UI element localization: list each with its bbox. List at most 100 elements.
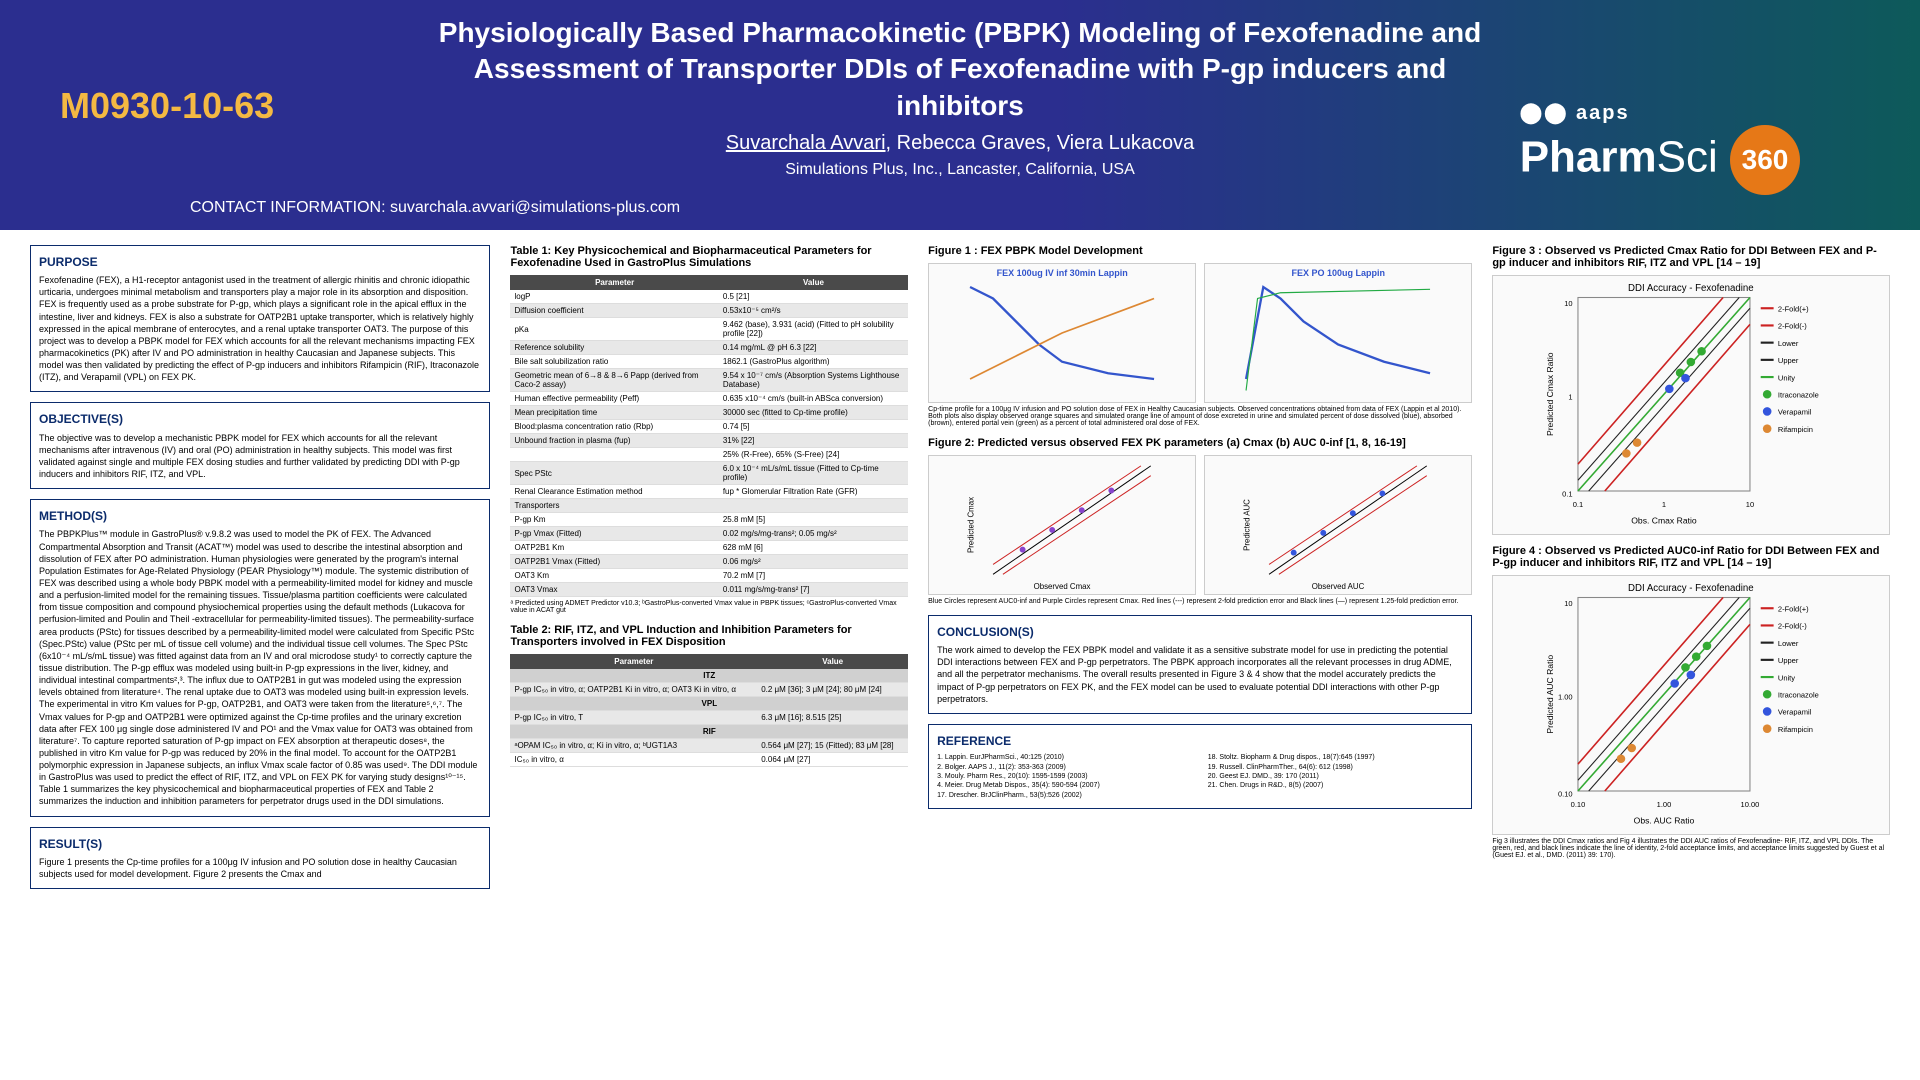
reference-section: REFERENCE 1. Lappin. EurJPharmSci., 40:1… (928, 724, 1472, 809)
svg-text:Itraconazole: Itraconazole (1778, 690, 1819, 699)
svg-text:Observed Cmax: Observed Cmax (1034, 582, 1091, 591)
table-cell: 0.06 mg/s² (719, 555, 908, 569)
table-cell: 0.064 μM [27] (757, 753, 908, 767)
ref-item: 21. Chen. Drugs in R&D., 8(5) (2007) (1208, 781, 1464, 790)
results-section: RESULT(S) Figure 1 presents the Cp-time … (30, 827, 490, 889)
purpose-text: Fexofenadine (FEX), a H1-receptor antago… (39, 274, 481, 383)
table-cell: 9.462 (base), 3.931 (acid) (Fitted to pH… (719, 318, 908, 341)
fig1-caption: Figure 1 : FEX PBPK Model Development (928, 245, 1472, 257)
table-cell: ᵃOPAM IC₅₀ in vitro, α; Ki in vitro, α; … (510, 739, 757, 753)
svg-text:Predicted Cmax: Predicted Cmax (966, 497, 975, 553)
table-section: VPL (510, 697, 908, 711)
table-cell: 0.02 mg/s/mg-trans²; 0.05 mg/s² (719, 527, 908, 541)
table-cell: Bile salt solubilization ratio (510, 355, 718, 369)
objective-heading: OBJECTIVE(S) (39, 411, 481, 427)
fig2-footnote: Blue Circles represent AUC0-inf and Purp… (928, 598, 1472, 605)
table-cell: 31% [22] (719, 434, 908, 448)
svg-text:Unity: Unity (1778, 373, 1795, 382)
methods-text: The PBPKPlus™ module in GastroPlus® v.9.… (39, 528, 481, 807)
fig1-block: Figure 1 : FEX PBPK Model Development FE… (928, 245, 1472, 427)
ref-item: 19. Russell. ClinPharmTher., 64(6): 612 … (1208, 763, 1464, 772)
fig1-footnote: Cp-time profile for a 100μg IV infusion … (928, 406, 1472, 427)
table-cell: 1862.1 (GastroPlus algorithm) (719, 355, 908, 369)
content-area: PURPOSE Fexofenadine (FEX), a H1-recepto… (0, 230, 1920, 1080)
table-cell: 0.564 μM [27]; 15 (Fitted); 83 μM [28] (757, 739, 908, 753)
column-3: Figure 1 : FEX PBPK Model Development FE… (928, 245, 1472, 1065)
svg-text:Lower: Lower (1778, 639, 1799, 648)
table-cell: 25% (R-Free), 65% (S-Free) [24] (719, 448, 908, 462)
table-cell: pKa (510, 318, 718, 341)
column-1: PURPOSE Fexofenadine (FEX), a H1-recepto… (30, 245, 490, 1065)
conclusion-text: The work aimed to develop the FEX PBPK m… (937, 644, 1463, 705)
ref-item: 20. Geest EJ. DMD., 39: 170 (2011) (1208, 772, 1464, 781)
table-cell: Human effective permeability (Peff) (510, 392, 718, 406)
poster-header: Physiologically Based Pharmacokinetic (P… (0, 0, 1920, 230)
svg-text:10: 10 (1565, 599, 1573, 608)
table1-h1: Value (719, 275, 908, 290)
table2-h1: Value (757, 654, 908, 669)
table-cell (510, 448, 718, 462)
ref-item: 1. Lappin. EurJPharmSci., 40:125 (2010) (937, 753, 1193, 762)
fig2-block: Figure 2: Predicted versus observed FEX … (928, 437, 1472, 605)
table-cell: 0.2 μM [36]; 3 μM [24]; 80 μM [24] (757, 683, 908, 697)
fig4-footnote: Fig 3 illustrates the DDI Cmax ratios an… (1492, 838, 1890, 859)
table-cell: Geometric mean of 6→8 & 8→6 Papp (derive… (510, 369, 718, 392)
fig4-chart: DDI Accuracy - Fexofenadine 0.101.0010 0… (1492, 575, 1890, 835)
table-cell: OATP2B1 Vmax (Fitted) (510, 555, 718, 569)
poster-id: M0930-10-63 (60, 85, 274, 127)
table-cell: OAT3 Vmax (510, 583, 718, 597)
table-cell: 0.011 mg/s/mg-trans² [7] (719, 583, 908, 597)
svg-text:Predicted AUC: Predicted AUC (1243, 499, 1252, 551)
table-cell: Spec PStc (510, 462, 718, 485)
svg-text:Predicted Cmax Ratio: Predicted Cmax Ratio (1546, 352, 1556, 436)
objective-section: OBJECTIVE(S) The objective was to develo… (30, 402, 490, 489)
table1-h0: Parameter (510, 275, 718, 290)
svg-text:10: 10 (1746, 500, 1754, 509)
table1: ParameterValue logP0.5 [21]Diffusion coe… (510, 275, 908, 597)
table-cell: 0.53x10⁻⁵ cm²/s (719, 304, 908, 318)
table-section: RIF (510, 725, 908, 739)
svg-text:Unity: Unity (1778, 673, 1795, 682)
table-cell: Renal Clearance Estimation method (510, 485, 718, 499)
fig3-chart: DDI Accuracy - Fexofenadine 0.1110 0.111… (1492, 275, 1890, 535)
column-4: Figure 3 : Observed vs Predicted Cmax Ra… (1492, 245, 1890, 1065)
poster-title: Physiologically Based Pharmacokinetic (P… (410, 15, 1510, 124)
svg-text:Obs. AUC Ratio: Obs. AUC Ratio (1634, 815, 1695, 825)
table-cell: OATP2B1 Km (510, 541, 718, 555)
reference-heading: REFERENCE (937, 733, 1463, 749)
svg-text:1: 1 (1662, 500, 1666, 509)
logo-sci: Sci (1657, 133, 1718, 182)
fig3-block: Figure 3 : Observed vs Predicted Cmax Ra… (1492, 245, 1890, 535)
table-cell (719, 499, 908, 513)
contact-email[interactable]: suvarchala.avvari@simulations-plus.com (390, 199, 680, 216)
table2-caption: Table 2: RIF, ITZ, and VPL Induction and… (510, 624, 908, 648)
svg-text:2-Fold(-): 2-Fold(-) (1778, 622, 1807, 631)
svg-text:10: 10 (1565, 299, 1573, 308)
svg-text:Rifampicin: Rifampicin (1778, 425, 1813, 434)
table-cell: 25.8 mM [5] (719, 513, 908, 527)
results-text: Figure 1 presents the Cp-time profiles f… (39, 856, 481, 880)
table-cell: 6.0 x 10⁻⁴ mL/s/mL tissue (Fitted to Cp-… (719, 462, 908, 485)
table1-footnote: ᵃ Predicted using ADMET Predictor v10.3;… (510, 600, 908, 614)
table-cell: 0.14 mg/mL @ pH 6.3 [22] (719, 341, 908, 355)
svg-text:0.10: 0.10 (1571, 800, 1586, 809)
table-cell: Blood:plasma concentration ratio (Rbp) (510, 420, 718, 434)
table-cell: P-gp Km (510, 513, 718, 527)
svg-text:Observed AUC: Observed AUC (1312, 582, 1365, 591)
fig1-chart-left: FEX 100ug IV inf 30min Lappin (928, 263, 1196, 403)
fig4-caption: Figure 4 : Observed vs Predicted AUC0-in… (1492, 545, 1890, 569)
svg-text:DDI Accuracy - Fexofenadine: DDI Accuracy - Fexofenadine (1628, 583, 1754, 594)
conclusion-section: CONCLUSION(S) The work aimed to develop … (928, 615, 1472, 714)
ref-item: 17. Drescher. BrJClinPharm., 53(5):526 (… (937, 791, 1193, 800)
methods-section: METHOD(S) The PBPKPlus™ module in Gastro… (30, 499, 490, 816)
table2: ParameterValue ITZP-gp IC₅₀ in vitro, α;… (510, 654, 908, 767)
svg-text:1.00: 1.00 (1558, 693, 1573, 702)
svg-text:DDI Accuracy - Fexofenadine: DDI Accuracy - Fexofenadine (1628, 283, 1754, 294)
table-cell: IC₅₀ in vitro, α (510, 753, 757, 767)
ref-item: 18. Stoltz. Biopharm & Drug dispos., 18(… (1208, 753, 1464, 762)
fig3-caption: Figure 3 : Observed vs Predicted Cmax Ra… (1492, 245, 1890, 269)
table-cell: Mean precipitation time (510, 406, 718, 420)
table-cell: 0.635 x10⁻⁴ cm/s (built-in ABSca convers… (719, 392, 908, 406)
reference-list: 1. Lappin. EurJPharmSci., 40:125 (2010) 2… (937, 753, 1463, 800)
contact-label: CONTACT INFORMATION: (190, 199, 390, 216)
